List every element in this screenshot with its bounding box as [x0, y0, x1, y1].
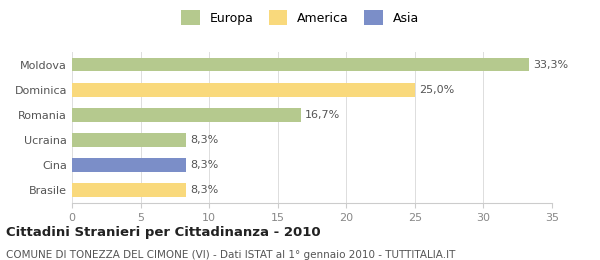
Bar [72, 83, 415, 97]
Legend: Europa, America, Asia: Europa, America, Asia [177, 6, 423, 29]
Text: Cittadini Stranieri per Cittadinanza - 2010: Cittadini Stranieri per Cittadinanza - 2… [6, 226, 320, 239]
Bar [72, 158, 186, 172]
Text: COMUNE DI TONEZZA DEL CIMONE (VI) - Dati ISTAT al 1° gennaio 2010 - TUTTITALIA.I: COMUNE DI TONEZZA DEL CIMONE (VI) - Dati… [6, 250, 455, 259]
Text: 25,0%: 25,0% [419, 85, 454, 95]
Text: 33,3%: 33,3% [533, 60, 568, 70]
Text: 8,3%: 8,3% [190, 160, 218, 170]
Text: 8,3%: 8,3% [190, 185, 218, 195]
Text: 8,3%: 8,3% [190, 135, 218, 145]
Bar [72, 183, 186, 197]
Bar [72, 133, 186, 147]
Bar [72, 108, 301, 122]
Bar [72, 58, 529, 72]
Text: 16,7%: 16,7% [305, 110, 340, 120]
